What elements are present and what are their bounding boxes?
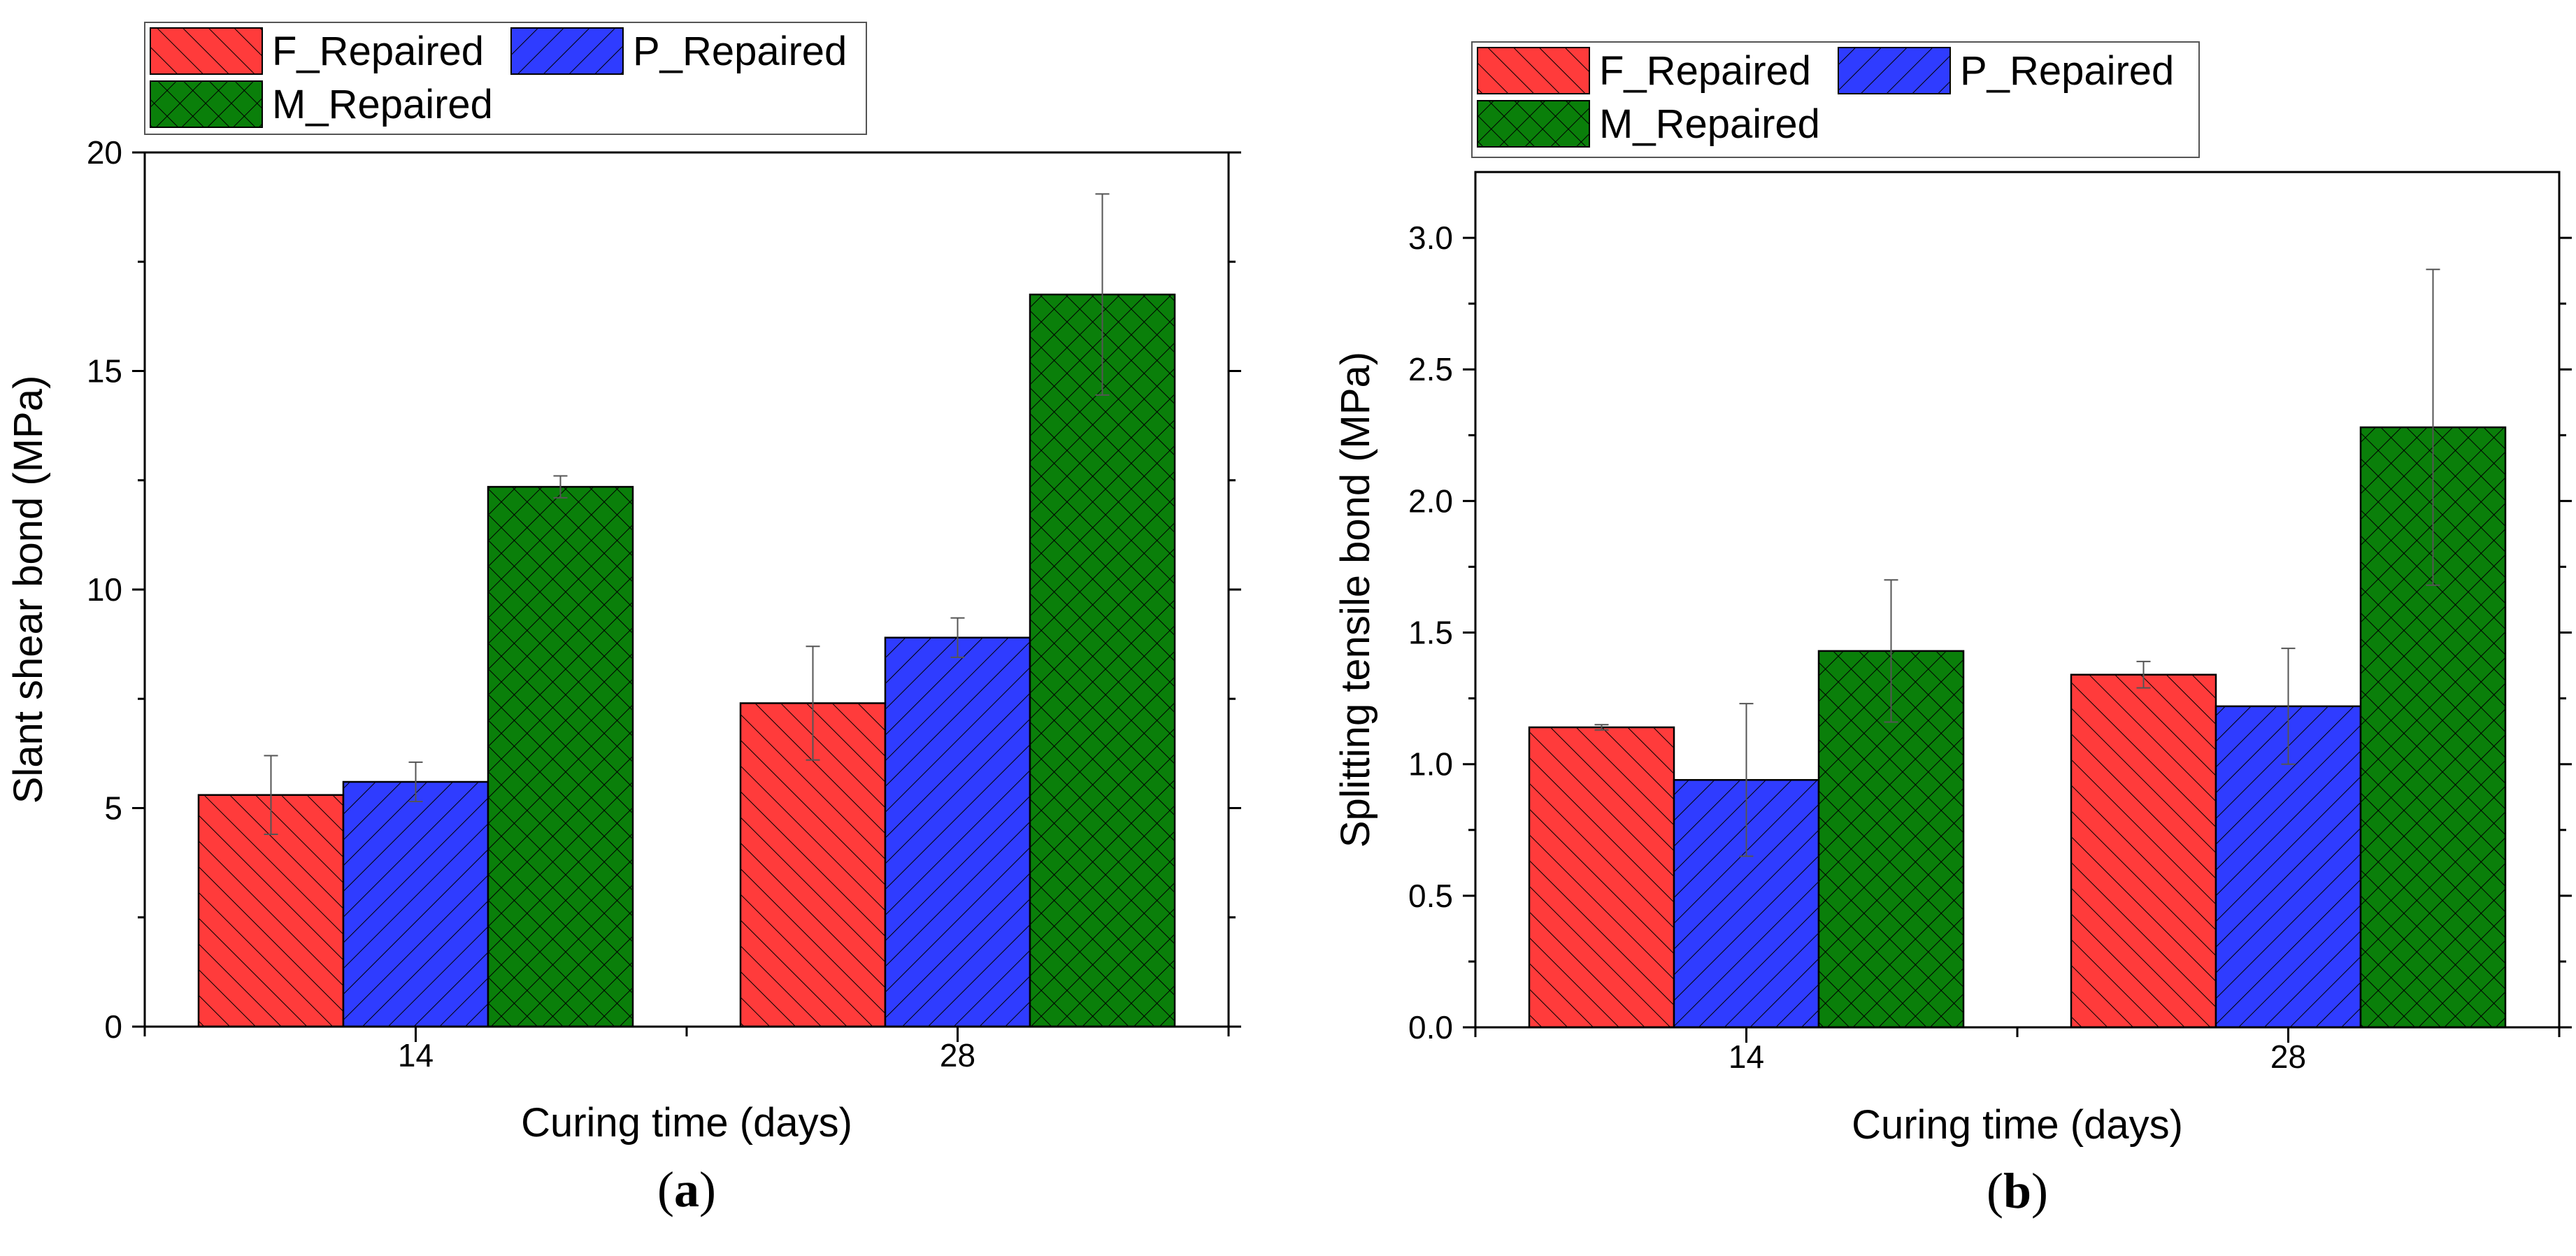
error-bar-f-repaired-14 xyxy=(264,755,278,835)
y-tick-label: 2.5 xyxy=(1408,351,1453,387)
x-axis-label: Curing time (days) xyxy=(1852,1102,2183,1148)
y-tick-label: 15 xyxy=(87,353,122,390)
legend-swatch-hatch xyxy=(1838,47,1951,94)
y-tick-label: 1.5 xyxy=(1408,615,1453,651)
error-bar-p-repaired-28 xyxy=(2281,648,2296,765)
bar-hatch-f-repaired-14 xyxy=(1528,726,1675,1029)
error-bar-p-repaired-28 xyxy=(950,617,965,658)
y-tick-label: 5 xyxy=(104,790,122,827)
y-tick-label: 0.5 xyxy=(1408,878,1453,914)
error-bar-m-repaired-28 xyxy=(1095,193,1110,396)
y-tick-label: 0 xyxy=(104,1008,122,1045)
legend-box xyxy=(1471,41,2200,158)
legend-label-m-repaired: M_Repaired xyxy=(1599,101,1820,147)
error-bar-p-repaired-14 xyxy=(1739,703,1754,857)
x-tick-label: 14 xyxy=(1729,1039,1764,1075)
legend-label-p-repaired: P_Repaired xyxy=(1960,48,2174,94)
legend-swatch-hatch xyxy=(1477,47,1590,94)
error-bar-f-repaired-28 xyxy=(2136,660,2151,689)
bar-hatch-p-repaired-14 xyxy=(342,780,489,1028)
bar-hatch-p-repaired-28 xyxy=(884,636,1031,1028)
bar-hatch-f-repaired-28 xyxy=(2070,673,2217,1029)
error-bar-m-repaired-14 xyxy=(1884,579,1898,723)
y-tick-label: 3.0 xyxy=(1408,220,1453,256)
chart-panel-2: 0.0 0.5 1.0 1.5 2.0 2.5 3.0 14 28 Curing time (da… xyxy=(1333,41,2572,1219)
legend-box xyxy=(144,22,867,135)
panel-label: (b) xyxy=(1987,1163,2048,1219)
chart-panel-1: 0 5 10 15 20 14 28 Curing time (days) Slant shea… xyxy=(6,22,1241,1218)
panels: 0 5 10 15 20 14 28 Curing time (days) Slant shea… xyxy=(6,22,2572,1219)
y-tick-label: 0.0 xyxy=(1408,1009,1453,1046)
error-bar-m-repaired-28 xyxy=(2426,269,2440,586)
error-bar-f-repaired-14 xyxy=(1594,724,1609,731)
y-tick-label: 20 xyxy=(87,134,122,171)
legend-swatch-hatch xyxy=(150,80,263,128)
legend-label-f-repaired: F_Repaired xyxy=(1599,48,1811,94)
legend-swatch-hatch xyxy=(510,27,624,75)
legend: F_Repaired P_Repaired M_Repaired xyxy=(1471,41,2200,158)
y-tick-label: 10 xyxy=(87,571,122,608)
y-axis-label: Slant shear bond (MPa) xyxy=(6,376,51,804)
x-axis-label: Curing time (days) xyxy=(521,1100,852,1146)
error-bar-f-repaired-28 xyxy=(806,645,820,761)
y-tick-label: 1.0 xyxy=(1408,746,1453,783)
bar-hatch-m-repaired-14 xyxy=(487,485,634,1028)
y-tick-label: 2.0 xyxy=(1408,483,1453,519)
x-tick-label: 14 xyxy=(398,1037,434,1073)
legend-label-p-repaired: P_Repaired xyxy=(633,29,847,74)
x-tick-label: 28 xyxy=(940,1037,975,1073)
error-bar-p-repaired-14 xyxy=(408,761,423,803)
bar-hatch-m-repaired-28 xyxy=(1029,293,1176,1028)
legend-swatch-hatch xyxy=(150,27,263,75)
legend-swatch-hatch xyxy=(1477,100,1590,148)
legend: F_Repaired P_Repaired M_Repaired xyxy=(144,22,867,135)
panel-label: (a) xyxy=(657,1162,716,1218)
y-axis-label: Splitting tensile bond (MPa) xyxy=(1333,352,1378,848)
x-tick-label: 28 xyxy=(2270,1039,2306,1075)
legend-label-f-repaired: F_Repaired xyxy=(272,29,484,74)
legend-label-m-repaired: M_Repaired xyxy=(272,82,493,127)
error-bar-m-repaired-14 xyxy=(553,475,568,499)
